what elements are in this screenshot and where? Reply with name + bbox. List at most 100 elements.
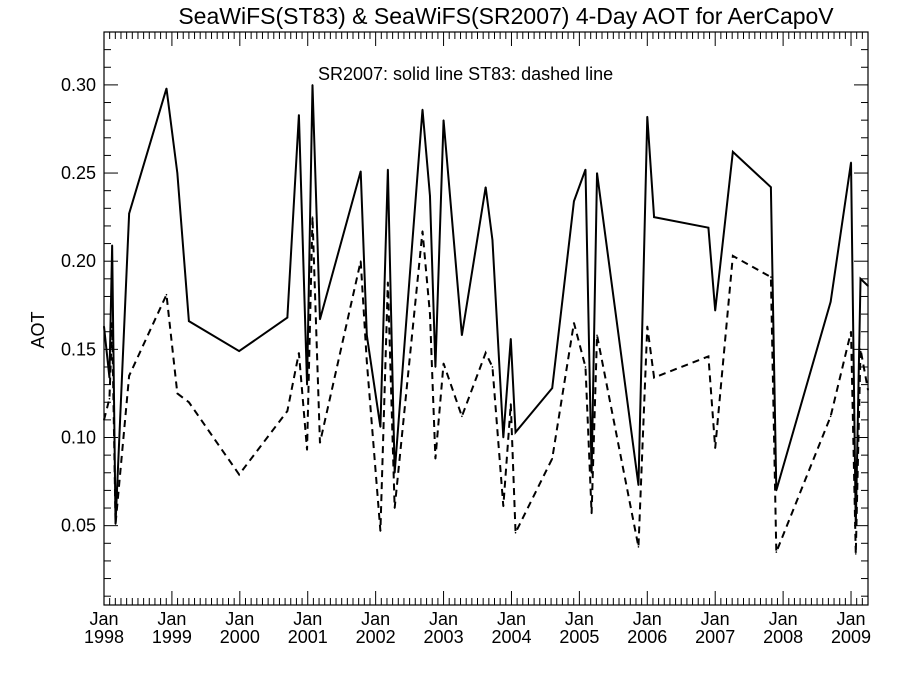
x-tick-label-month: Jan <box>225 609 254 629</box>
x-axis: Jan1998Jan1999Jan2000Jan2001Jan2002Jan20… <box>84 32 871 647</box>
data-point-st83 <box>484 352 487 354</box>
data-point-sr2007 <box>111 244 113 247</box>
plot-border <box>103 31 869 606</box>
data-point-st83 <box>393 507 396 509</box>
data-point-st83 <box>434 457 437 460</box>
data-point-sr2007 <box>596 172 598 174</box>
data-point-st83 <box>429 313 431 315</box>
series-line-st83 <box>103 217 869 554</box>
data-point-sr2007 <box>298 114 300 116</box>
data-point-st83 <box>359 260 362 263</box>
data-point-st83 <box>387 281 389 284</box>
data-point-st83 <box>854 553 857 555</box>
data-point-st83 <box>502 505 505 508</box>
data-point-st83 <box>111 322 113 324</box>
data-point-st83 <box>573 322 575 324</box>
data-point-sr2007 <box>732 151 734 153</box>
x-tick-label-month: Jan <box>293 609 322 629</box>
data-point-sr2007 <box>434 366 437 368</box>
y-tick-label: 0.25 <box>61 163 96 183</box>
series-layer <box>103 84 869 555</box>
data-point-sr2007 <box>646 115 649 118</box>
data-point-st83 <box>114 523 117 525</box>
data-point-st83 <box>514 531 517 534</box>
data-point-st83 <box>108 397 111 400</box>
x-tick-label-month: Jan <box>565 609 594 629</box>
data-point-sr2007 <box>484 186 487 188</box>
data-point-sr2007 <box>238 350 240 352</box>
x-tick-label-month: Jan <box>497 609 526 629</box>
data-point-sr2007 <box>502 436 505 439</box>
x-tick-label-year: 1999 <box>152 627 192 647</box>
y-axis: 0.05 0.10 0.15 0.20 0.25 0.30 <box>61 49 868 597</box>
data-point-st83 <box>653 376 655 379</box>
data-point-sr2007 <box>442 119 445 121</box>
data-point-st83 <box>442 362 445 365</box>
data-point-sr2007 <box>461 334 463 337</box>
x-tick-label-year: 2000 <box>220 627 260 647</box>
data-point-sr2007 <box>379 426 382 428</box>
data-point-sr2007 <box>573 200 575 203</box>
data-point-st83 <box>850 330 852 333</box>
data-point-st83 <box>286 410 289 412</box>
y-tick-label: 0.05 <box>61 516 96 536</box>
data-point-sr2007 <box>103 325 105 328</box>
x-tick-label-year: 1998 <box>84 627 124 647</box>
data-point-st83 <box>366 360 368 363</box>
x-tick-label-year: 2004 <box>491 627 531 647</box>
y-tick-label: 0.20 <box>61 251 96 271</box>
data-point-sr2007 <box>366 334 368 337</box>
x-tick-label-month: Jan <box>701 609 730 629</box>
legend-annotation: SR2007: solid line ST83: dashed line <box>318 64 613 84</box>
data-point-sr2007 <box>176 172 179 174</box>
x-tick-label-year: 2008 <box>763 627 803 647</box>
data-point-st83 <box>306 449 308 451</box>
x-tick-label-month: Jan <box>837 609 866 629</box>
data-point-sr2007 <box>319 318 321 321</box>
data-point-sr2007 <box>584 168 587 171</box>
data-point-sr2007 <box>188 320 190 322</box>
y-tick-label: 0.10 <box>61 428 96 448</box>
data-point-sr2007 <box>653 216 655 218</box>
data-point-st83 <box>461 415 463 418</box>
data-point-st83 <box>867 389 869 391</box>
data-point-sr2007 <box>859 278 862 280</box>
data-point-sr2007 <box>491 239 494 241</box>
x-tick-label-month: Jan <box>769 609 798 629</box>
data-point-st83 <box>176 392 179 395</box>
x-tick-label-year: 2002 <box>356 627 396 647</box>
data-point-st83 <box>188 401 190 404</box>
data-point-sr2007 <box>551 387 554 389</box>
chart-title: SeaWiFS(ST83) & SeaWiFS(SR2007) 4-Day AO… <box>178 3 834 29</box>
data-point-sr2007 <box>359 170 362 173</box>
y-tick-label: 0.15 <box>61 339 96 359</box>
data-point-st83 <box>128 375 130 377</box>
data-point-st83 <box>319 441 321 444</box>
y-tick-label: 0.30 <box>61 75 96 95</box>
data-point-st83 <box>103 419 105 421</box>
data-point-sr2007 <box>637 484 640 486</box>
data-point-st83 <box>646 325 649 328</box>
data-point-sr2007 <box>311 84 314 86</box>
x-tick-label-month: Jan <box>633 609 662 629</box>
x-tick-label-year: 2001 <box>288 627 328 647</box>
data-point-st83 <box>859 348 862 351</box>
data-point-sr2007 <box>867 285 869 287</box>
x-tick-label-month: Jan <box>361 609 390 629</box>
data-point-sr2007 <box>850 161 852 164</box>
x-tick-label-month: Jan <box>429 609 458 629</box>
data-point-sr2007 <box>714 309 716 312</box>
data-point-st83 <box>596 334 598 337</box>
series-line-sr2007 <box>103 84 869 526</box>
data-point-st83 <box>551 457 554 460</box>
data-point-sr2007 <box>387 168 389 171</box>
x-tick-label-month: Jan <box>157 609 186 629</box>
data-point-st83 <box>775 551 778 553</box>
data-point-sr2007 <box>429 195 431 197</box>
data-point-st83 <box>509 403 512 405</box>
data-point-st83 <box>829 415 832 418</box>
data-point-st83 <box>298 352 300 354</box>
data-point-sr2007 <box>509 337 512 340</box>
x-tick-label-year: 2006 <box>627 627 667 647</box>
